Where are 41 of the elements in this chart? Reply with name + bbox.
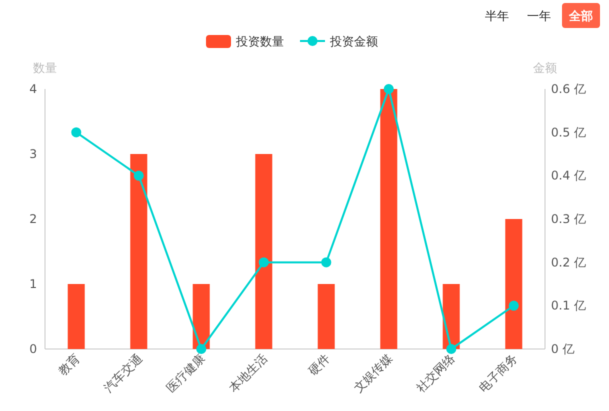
x-tick-label: 教育	[56, 351, 82, 378]
y2-tick-label: 0.6 亿	[551, 82, 586, 96]
y-axis-title: 数量	[33, 61, 57, 75]
bar	[380, 89, 398, 349]
legend-label: 投资数量	[235, 34, 284, 48]
y2-tick-label: 0.5 亿	[551, 125, 586, 140]
point	[384, 84, 394, 94]
point	[321, 257, 332, 268]
x-tick-label: 本地生活	[226, 351, 270, 396]
point	[258, 257, 269, 268]
y-tick-label: 3	[29, 147, 37, 161]
bar	[255, 154, 272, 349]
x-tick-label: 汽车交通	[101, 351, 145, 396]
bar	[505, 219, 522, 349]
y2-axis-title: 金额	[533, 61, 557, 75]
x-tick-label: 文娱传媒	[351, 351, 395, 396]
point	[446, 344, 456, 354]
legend-label: 投资金额	[329, 34, 378, 48]
buttons: 半年 一年 全部	[485, 3, 600, 28]
point	[196, 344, 206, 354]
y-tick-label: 0	[29, 342, 37, 356]
bar	[192, 284, 210, 349]
point	[71, 127, 82, 138]
y-tick-label: 4	[29, 82, 37, 96]
bar	[442, 284, 460, 349]
point	[508, 300, 519, 311]
y2-tick-label: 0.1 亿	[551, 298, 586, 313]
x-tick-label: 电子商务	[476, 351, 520, 396]
x-tick-label: 社交网络	[414, 351, 458, 396]
y2-tick-label: 0.3 亿	[551, 212, 586, 226]
y2-tick-label: 0 亿	[551, 342, 574, 356]
y2-tick-label: 0.4 亿	[551, 168, 586, 183]
y-tick-label: 2	[29, 212, 37, 226]
point	[134, 170, 144, 181]
x-tick-label: 医疗健康	[164, 351, 208, 396]
bar	[318, 284, 335, 349]
bar	[130, 154, 148, 349]
x-tick-label: 硬件	[306, 351, 332, 378]
y-tick-label: 1	[29, 277, 37, 291]
y2-tick-label: 0.2 亿	[551, 255, 586, 270]
bar	[68, 284, 85, 349]
